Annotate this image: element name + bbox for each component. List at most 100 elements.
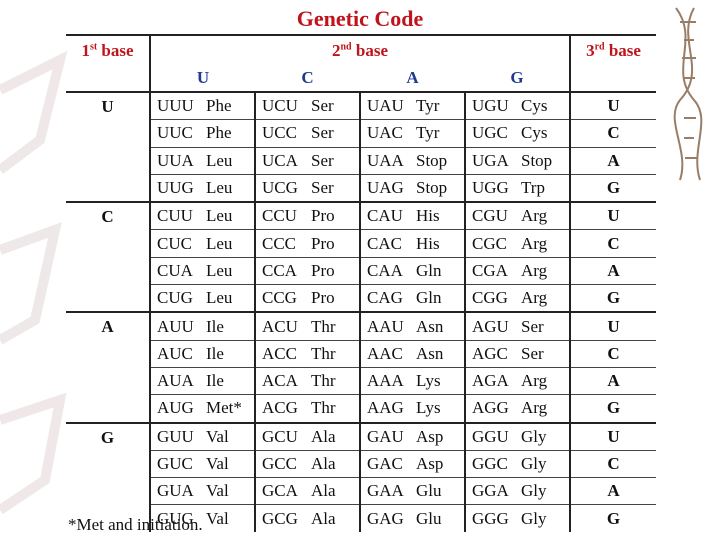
amino-acid: Asp [416,454,444,473]
amino-acid: Gly [521,508,547,528]
table-row: CUA Leu CCA Pro CAA Gln CGA Arg A [66,256,656,285]
codon-cell: GCC Ala [255,449,361,478]
amino-acid: His [416,233,440,253]
amino-acid: Thr [311,371,336,391]
amino-acid: Asn [416,343,444,363]
codon-cell: AUU Ile [150,311,256,341]
amino-acid: Arg [521,371,548,391]
codon-cell: CCG Pro [255,284,361,313]
codon-cell: GUA Val [150,477,256,505]
amino-acid: Val [206,508,229,528]
amino-acid: Pro [311,233,335,253]
third-base-letter: A [570,146,656,175]
third-base-letter: G [570,394,656,423]
codon: UCG [262,178,298,198]
codon-cell: ACG Thr [255,394,361,423]
codon-cell: UUG Leu [150,173,256,203]
table-row: UUA Leu UCA Ser UAA Stop UGA Stop A [66,146,656,175]
codon: GAU [367,426,404,446]
second-base-column-label: U [196,68,210,87]
codon: ACA [262,371,298,391]
codon: UUU [157,96,194,116]
amino-acid: Gly [521,481,547,501]
amino-acid: Gln [416,288,442,308]
header-word: base [351,40,388,60]
third-base-letter: C [570,119,656,148]
amino-acid: Ile [206,316,224,336]
codon-cell: UCU Ser [255,91,361,120]
amino-acid: Glu [416,481,442,501]
amino-acid: Ser [311,96,334,116]
codon: CAA [367,260,403,280]
amino-acid: Pro [311,206,335,226]
footnote: *Met and initiation. [68,515,203,534]
codon-cell: GGU Gly [465,421,571,451]
codon-cell: UAG Stop [360,173,466,203]
empty-cell [66,65,151,92]
amino-acid: Ile [206,371,224,391]
codon: AGU [472,316,509,336]
amino-acid: Leu [206,150,233,170]
codon-cell: GAG Glu [360,504,466,532]
amino-acid: Cys [521,96,548,116]
table-row: AUA Ile ACA Thr AAA Lys AGA Arg A [66,366,656,395]
codon-cell: GUG Val [150,504,256,532]
codon-cell: GUC Val [150,449,256,478]
amino-acid: Arg [521,288,548,308]
third-base-letter: U [570,311,656,341]
table-row: AUC Ile ACC Thr AAC Asn AGC Ser C [66,339,656,368]
codon-cell: UGU Cys [465,91,571,120]
third-base-letter: A [570,366,656,395]
table-row: C CUU Leu CCU Pro CAU His CGU Arg U [66,201,656,313]
codon-cell: CGG Arg [465,284,571,313]
codon-cell: UGA Stop [465,146,571,175]
amino-acid: Val [206,481,229,501]
genetic-code-table: 1st base 2nd base 3rd base U C A G U UUU Phe UCU Se… [66,34,656,532]
codon-cell: AGU Ser [465,311,571,341]
codon-cell: GAA Glu [360,477,466,505]
amino-acid: Gly [521,454,547,473]
amino-acid: Arg [521,398,548,418]
header-ordinal: 1 [81,40,90,60]
table-row: AUG Met* ACG Thr AAG Lys AGG Arg G [66,394,656,423]
codon: ACU [262,316,298,336]
codon: AUC [157,343,193,363]
header-word: base [604,40,641,60]
amino-acid: Leu [206,178,233,198]
table-row: CUG Leu CCG Pro CAG Gln CGG Arg G [66,284,656,313]
table-row: A AUU Ile ACU Thr AAU Asn AGU Ser U [66,311,656,423]
codon: GUA [157,481,194,501]
codon: ACC [262,343,297,363]
codon-cell: CCC Pro [255,229,361,258]
table-row: G GUU Val GCU Ala GAU Asp GGU Gly U [66,421,656,532]
codon: CUG [157,288,193,308]
header-ordinal: 2 [332,40,341,60]
codon: CUU [157,206,193,226]
amino-acid: Met* [206,398,242,418]
codon-cell: GGA Gly [465,477,571,505]
amino-acid: Stop [521,150,553,170]
header-ordinal-suffix: nd [340,40,352,52]
amino-acid: Gln [416,260,442,280]
codon: CGG [472,288,508,308]
third-base-letter: U [570,91,656,120]
codon-cell: UAC Tyr [360,119,466,148]
codon: UCA [262,150,298,170]
codon: CGA [472,260,508,280]
codon-cell: UAA Stop [360,146,466,175]
codon: AAU [367,316,404,336]
codon: CCC [262,233,297,253]
amino-acid: Ser [311,150,334,170]
amino-acid: Leu [206,288,233,308]
third-base-letter: C [570,449,656,478]
codon-cell: CAU His [360,201,466,230]
amino-acid: Trp [521,178,545,198]
codon-cell: GCA Ala [255,477,361,505]
amino-acid: Arg [521,233,548,253]
amino-acid: Asp [416,426,444,446]
codon-cell: AUC Ile [150,339,256,368]
table-row: UUG Leu UCG Ser UAG Stop UGG Trp G [66,173,656,203]
codon: CGC [472,233,507,253]
